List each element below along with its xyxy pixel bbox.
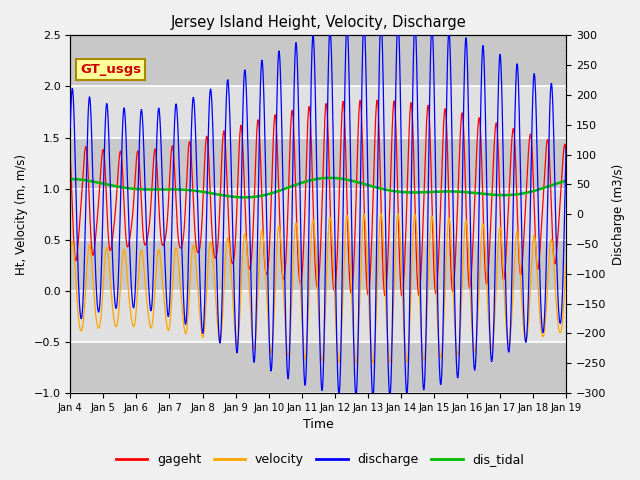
X-axis label: Time: Time (303, 419, 333, 432)
Bar (70, 138, 566, 189)
Bar (70, 36, 566, 86)
Text: GT_usgs: GT_usgs (80, 63, 141, 76)
Bar (70, 291, 566, 342)
Y-axis label: Discharge (m3/s): Discharge (m3/s) (612, 164, 625, 265)
Legend: gageht, velocity, discharge, dis_tidal: gageht, velocity, discharge, dis_tidal (111, 448, 529, 471)
Bar (70, 240, 566, 291)
Bar (70, 189, 566, 240)
Y-axis label: Ht, Velocity (m, m/s): Ht, Velocity (m, m/s) (15, 154, 28, 275)
Bar (70, 86, 566, 138)
Bar (70, 342, 566, 393)
Title: Jersey Island Height, Velocity, Discharge: Jersey Island Height, Velocity, Discharg… (170, 15, 466, 30)
